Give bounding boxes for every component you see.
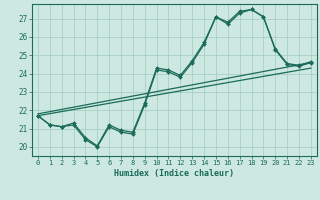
X-axis label: Humidex (Indice chaleur): Humidex (Indice chaleur): [115, 169, 234, 178]
